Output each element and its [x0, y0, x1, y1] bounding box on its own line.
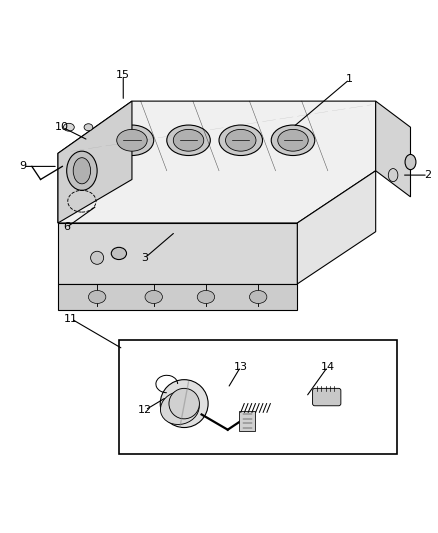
- Ellipse shape: [197, 290, 215, 303]
- Polygon shape: [58, 101, 376, 223]
- Ellipse shape: [73, 158, 91, 184]
- Text: 1: 1: [346, 75, 353, 84]
- Polygon shape: [376, 101, 410, 197]
- Text: 14: 14: [321, 361, 335, 372]
- Text: 2: 2: [424, 170, 431, 180]
- Ellipse shape: [389, 168, 398, 182]
- Text: 12: 12: [138, 405, 152, 415]
- Ellipse shape: [219, 125, 262, 156]
- Ellipse shape: [160, 391, 199, 424]
- Text: 6: 6: [63, 222, 70, 232]
- Ellipse shape: [278, 130, 308, 151]
- FancyBboxPatch shape: [313, 389, 341, 406]
- Ellipse shape: [145, 290, 162, 303]
- Polygon shape: [58, 223, 297, 284]
- Ellipse shape: [88, 290, 106, 303]
- Ellipse shape: [250, 290, 267, 303]
- Text: 13: 13: [234, 361, 248, 372]
- Text: 11: 11: [64, 314, 78, 324]
- Ellipse shape: [67, 151, 97, 190]
- Circle shape: [160, 379, 208, 427]
- Circle shape: [91, 251, 104, 264]
- Ellipse shape: [167, 125, 210, 156]
- Ellipse shape: [405, 155, 416, 169]
- Text: 15: 15: [116, 70, 130, 80]
- Ellipse shape: [110, 125, 154, 156]
- Ellipse shape: [117, 130, 147, 151]
- Ellipse shape: [111, 247, 127, 260]
- Ellipse shape: [226, 130, 256, 151]
- Polygon shape: [58, 101, 132, 223]
- Ellipse shape: [84, 124, 93, 131]
- Circle shape: [169, 389, 199, 419]
- FancyBboxPatch shape: [240, 411, 255, 431]
- FancyBboxPatch shape: [119, 341, 397, 454]
- Text: 3: 3: [141, 253, 148, 263]
- Ellipse shape: [64, 123, 74, 131]
- Polygon shape: [58, 284, 297, 310]
- Polygon shape: [297, 171, 376, 284]
- Ellipse shape: [271, 125, 315, 156]
- Ellipse shape: [173, 130, 204, 151]
- Text: 10: 10: [55, 122, 69, 132]
- Text: 9: 9: [20, 161, 27, 172]
